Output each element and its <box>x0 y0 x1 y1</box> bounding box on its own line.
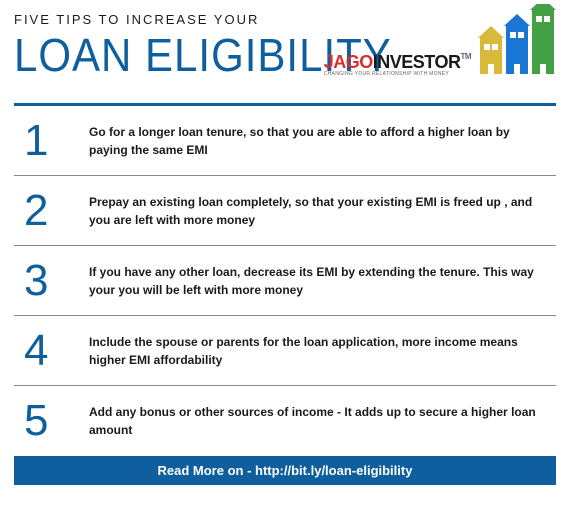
tip-row: 2Prepay an existing loan completely, so … <box>14 176 556 246</box>
tip-row: 4Include the spouse or parents for the l… <box>14 316 556 386</box>
tip-number: 5 <box>14 396 89 446</box>
tips-list: 1Go for a longer loan tenure, so that yo… <box>14 106 556 456</box>
tip-row: 3If you have any other loan, decrease it… <box>14 246 556 316</box>
tip-text: If you have any other loan, decrease its… <box>89 263 556 299</box>
logo-part1: JAGO <box>324 52 373 72</box>
tip-row: 1Go for a longer loan tenure, so that yo… <box>14 106 556 176</box>
logo-part2: INVESTOR <box>373 52 461 72</box>
tip-number: 2 <box>14 186 89 236</box>
tip-row: 5Add any bonus or other sources of incom… <box>14 386 556 456</box>
tip-text: Include the spouse or parents for the lo… <box>89 333 556 369</box>
tip-text: Prepay an existing loan completely, so t… <box>89 193 556 229</box>
header: FIVE TIPS TO INCREASE YOUR LOAN ELIGIBIL… <box>14 12 556 97</box>
subtitle: FIVE TIPS TO INCREASE YOUR <box>14 12 556 27</box>
tip-number: 4 <box>14 326 89 376</box>
logo-tm: TM <box>460 52 471 61</box>
logo-tagline: CHANGING YOUR RELATIONSHIP WITH MONEY <box>324 71 471 77</box>
footer-bar: Read More on - http://bit.ly/loan-eligib… <box>14 456 556 485</box>
buildings-icon <box>478 4 556 81</box>
footer-text: Read More on - http://bit.ly/loan-eligib… <box>158 463 413 478</box>
brand-logo: JAGOINVESTORTM CHANGING YOUR RELATIONSHI… <box>324 52 471 77</box>
tip-number: 3 <box>14 256 89 306</box>
main-title: LOAN ELIGIBILITY <box>14 29 556 82</box>
tip-text: Add any bonus or other sources of income… <box>89 403 556 439</box>
tip-number: 1 <box>14 116 89 166</box>
tip-text: Go for a longer loan tenure, so that you… <box>89 123 556 159</box>
